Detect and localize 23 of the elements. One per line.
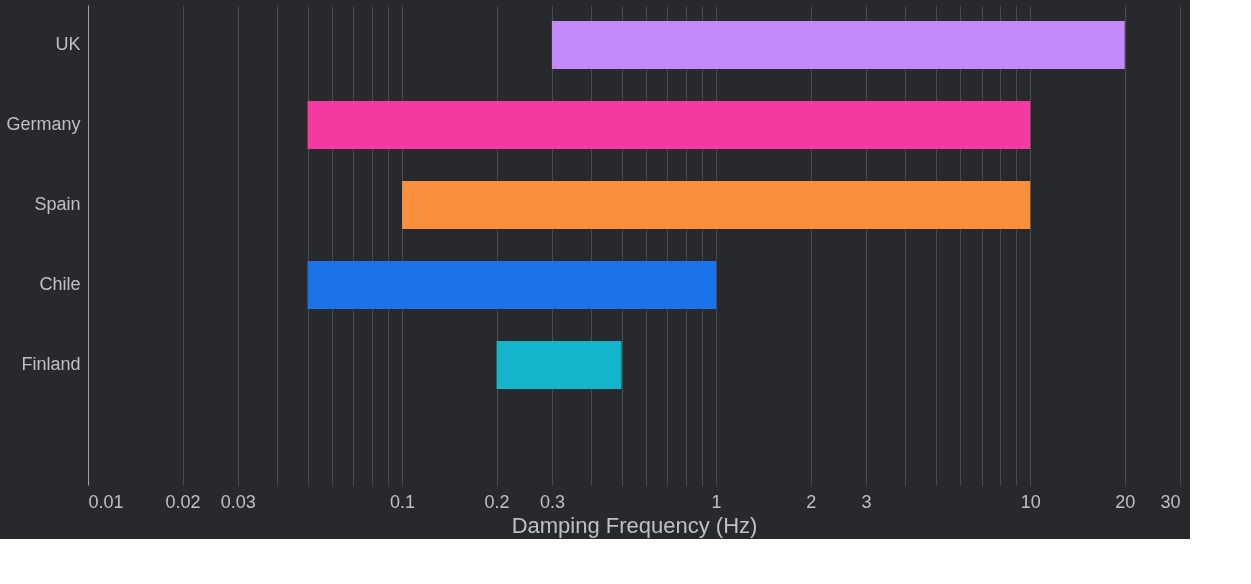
y-tick-label: Germany <box>6 114 81 134</box>
bar <box>307 261 717 309</box>
x-tick-label: 0.01 <box>88 491 124 512</box>
x-tick-label: 2 <box>806 491 817 512</box>
bar <box>307 101 1031 149</box>
x-tick-label: 0.2 <box>484 491 510 512</box>
x-tick-label: 3 <box>861 491 872 512</box>
y-tick-label: Chile <box>39 274 81 294</box>
x-axis-title: Damping Frequency (Hz) <box>511 512 758 538</box>
y-tick-label: Finland <box>21 354 81 374</box>
x-tick-label: 1 <box>711 491 722 512</box>
x-tick-label: 0.02 <box>165 491 201 512</box>
x-tick-label: 30 <box>1160 491 1181 512</box>
x-tick-label: 0.03 <box>220 491 256 512</box>
x-tick-label: 0.3 <box>539 491 565 512</box>
x-tick-label: 0.1 <box>390 491 416 512</box>
bar <box>402 181 1031 229</box>
y-tick-label: Spain <box>34 194 81 214</box>
x-tick-label: 20 <box>1115 491 1136 512</box>
y-tick-label: UK <box>55 34 81 54</box>
x-tick-label: 10 <box>1020 491 1041 512</box>
bar <box>551 21 1125 69</box>
bar <box>496 341 622 389</box>
